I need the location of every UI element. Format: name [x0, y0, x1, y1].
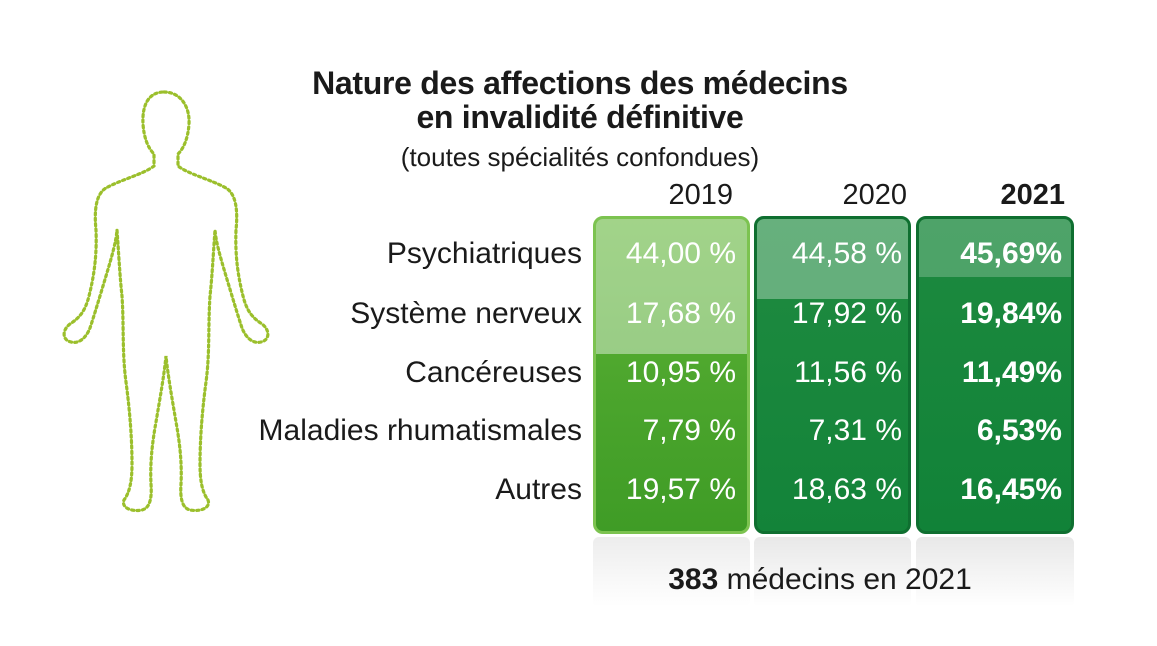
- footer-text: médecins en 2021: [718, 563, 972, 596]
- row-label: Psychiatriques: [386, 237, 582, 270]
- value-cell-2021: 16,45%: [960, 473, 1062, 506]
- value-cell-2020: 17,92 %: [791, 297, 902, 330]
- chart-subtitle: (toutes spécialités confondues): [400, 142, 760, 172]
- value-cell-2020: 7,31 %: [808, 414, 902, 447]
- value-cell-2021: 45,69%: [960, 237, 1062, 270]
- column-reflection: [916, 537, 1074, 607]
- value-cell-2019: 10,95 %: [625, 356, 736, 389]
- row-label: Cancéreuses: [405, 356, 582, 389]
- value-cell-2021: 6,53%: [976, 414, 1062, 447]
- value-cell-2019: 7,79 %: [642, 414, 736, 447]
- column-header-2019: 2019: [668, 179, 733, 211]
- chart-title-line2: en invalidité définitive: [416, 99, 744, 135]
- column-panel-2019: [593, 216, 750, 534]
- value-cell-2019: 19,57 %: [625, 473, 736, 506]
- value-cell-2021: 19,84%: [960, 297, 1062, 330]
- value-cell-2020: 11,56 %: [794, 356, 902, 389]
- column-panel-2021: [916, 216, 1074, 534]
- column-reflection: [754, 537, 911, 607]
- footer-count: 383: [668, 563, 719, 596]
- value-cell-2020: 44,58 %: [791, 237, 902, 270]
- column-panel-2020: [754, 216, 911, 534]
- value-cell-2020: 18,63 %: [791, 473, 902, 506]
- value-cell-2021: 11,49%: [961, 356, 1062, 389]
- footer-note: 383 médecins en 2021: [560, 562, 1080, 598]
- chart-title: Nature des affections des médecins: [312, 65, 848, 101]
- row-label: Maladies rhumatismales: [258, 414, 582, 447]
- value-cell-2019: 44,00 %: [625, 237, 736, 270]
- value-cell-2019: 17,68 %: [625, 297, 736, 330]
- row-label: Système nerveux: [350, 297, 582, 330]
- row-label: Autres: [495, 473, 582, 506]
- column-header-2020: 2020: [842, 179, 907, 211]
- column-reflection: [593, 537, 750, 607]
- column-header-2021: 2021: [1000, 179, 1065, 211]
- human-body-outline-icon: [62, 90, 270, 513]
